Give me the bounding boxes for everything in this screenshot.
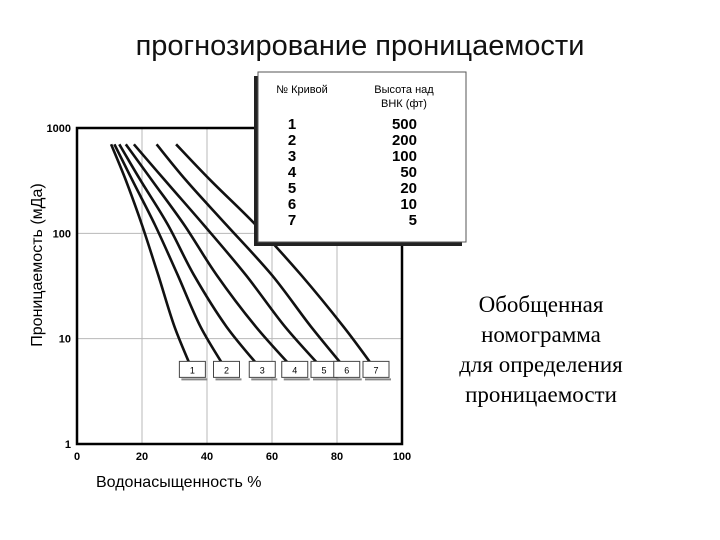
curve-end-label-7: 7 xyxy=(362,360,391,381)
curve-5 xyxy=(132,143,325,372)
x-tick-label: 60 xyxy=(266,451,278,463)
curve-end-number: 7 xyxy=(373,365,378,375)
curve-end-number: 2 xyxy=(224,365,229,375)
curve-end-box xyxy=(362,360,390,378)
y-tick-label: 1000 xyxy=(47,123,71,135)
legend-box xyxy=(257,71,467,243)
plot-frame xyxy=(75,126,404,446)
legend-curve-number: 6 xyxy=(288,196,296,213)
curve-7 xyxy=(175,143,378,372)
description-line-3: для определения xyxy=(459,352,623,377)
legend-curve-number: 4 xyxy=(288,164,297,181)
description-text: Обобщенная номограмма для определения пр… xyxy=(434,290,648,410)
legend-rows: 1 500 2 200 3 100 4 50 5 20 6 10 7 5 xyxy=(288,116,417,229)
slide-title: прогнозирование проницаемости xyxy=(135,30,585,62)
legend: № Кривой Высота над ВНК (фт) 1 500 2 200 3 10… xyxy=(254,71,467,246)
legend-height-value: 500 xyxy=(392,116,417,133)
description-line-2: номограмма xyxy=(481,322,601,347)
curve-end-label-4: 4 xyxy=(281,360,310,381)
legend-curve-number: 5 xyxy=(288,180,296,197)
y-tick-label: 10 xyxy=(59,334,71,346)
legend-height-value: 5 xyxy=(409,212,417,229)
legend-height-value: 50 xyxy=(400,164,417,181)
description-line-1: Обобщенная xyxy=(478,292,604,317)
curve-3 xyxy=(118,143,264,372)
curve-2 xyxy=(113,143,228,372)
curve-end-number: 3 xyxy=(260,365,265,375)
y-tick-label: 1 xyxy=(65,439,71,451)
x-tick-label: 80 xyxy=(331,451,343,463)
curve-end-label-3: 3 xyxy=(248,360,278,381)
curve-end-number: 4 xyxy=(292,365,297,375)
curve-end-box xyxy=(248,360,276,378)
description-line-4: проницаемости xyxy=(465,382,617,407)
y-tick-label: 100 xyxy=(53,228,71,240)
curve-end-box xyxy=(178,360,206,378)
curve-end-box xyxy=(333,360,361,378)
curve-6 xyxy=(155,143,348,372)
legend-height-value: 100 xyxy=(392,148,417,165)
legend-height-value: 10 xyxy=(400,196,417,213)
y-axis-label: Проницаемость (мДа) xyxy=(29,183,46,347)
curve-4 xyxy=(124,143,296,372)
legend-header-height-2: ВНК (фт) xyxy=(381,98,427,110)
x-tick-label: 20 xyxy=(136,451,148,463)
x-axis-label: Водонасыщенность % xyxy=(96,474,262,491)
curve-end-label-1: 1 xyxy=(178,360,208,381)
legend-header-curve: № Кривой xyxy=(276,84,328,96)
curve-1 xyxy=(109,143,194,371)
curve-end-label-6: 6 xyxy=(333,360,362,381)
curve-end-box xyxy=(213,360,240,378)
curve-end-labels: 1 2 3 4 5 6 7 xyxy=(178,360,391,381)
curve-end-label-2: 2 xyxy=(213,360,242,381)
curve-end-number: 1 xyxy=(190,365,195,375)
legend-curve-number: 2 xyxy=(288,132,296,149)
legend-curve-number: 1 xyxy=(288,116,296,133)
x-axis-ticks: 0 20 40 60 80 100 xyxy=(74,451,411,463)
legend-header-height: Высота над xyxy=(374,84,434,96)
legend-height-value: 200 xyxy=(392,132,417,149)
y-axis-label-wrap: Проницаемость (мДа) xyxy=(26,145,50,385)
legend-curve-number: 3 xyxy=(288,148,296,165)
x-tick-label: 100 xyxy=(393,451,411,463)
curve-end-number: 6 xyxy=(344,365,349,375)
legend-height-value: 20 xyxy=(400,180,417,197)
curve-series xyxy=(109,143,378,372)
curve-end-number: 5 xyxy=(321,365,326,375)
x-tick-label: 40 xyxy=(201,451,213,463)
x-tick-label: 0 xyxy=(74,451,80,463)
legend-curve-number: 7 xyxy=(288,212,296,229)
curve-end-box xyxy=(281,360,309,378)
y-axis-ticks: 1 10 100 1000 xyxy=(47,123,71,451)
